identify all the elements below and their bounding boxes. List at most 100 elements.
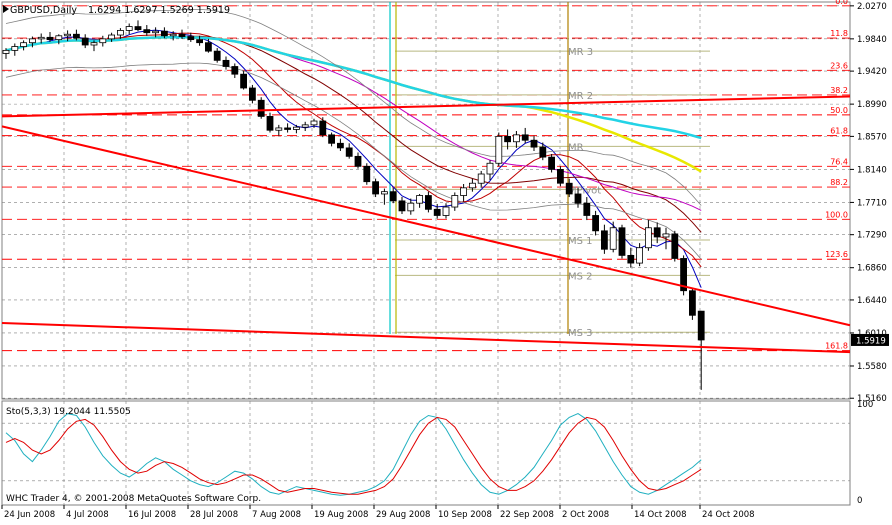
bear-candle — [284, 127, 292, 130]
bull-candle — [301, 124, 309, 128]
bull-candle — [451, 195, 459, 208]
current-price-marker — [851, 333, 889, 346]
fib-level-label: 61.8 — [830, 127, 848, 136]
bull-candle — [486, 162, 494, 175]
bear-candle — [328, 134, 336, 144]
bear-candle — [601, 230, 608, 250]
bull-candle — [99, 38, 107, 44]
band-line — [5, 9, 702, 206]
bear-candle — [73, 33, 80, 39]
bear-candle — [618, 227, 626, 256]
bear-candle — [689, 290, 696, 316]
bull-candle — [310, 120, 318, 126]
price-tick-label: 1.7710 — [857, 198, 887, 208]
fib-level-label: 23.6 — [830, 61, 848, 70]
price-tick-label: 1.9840 — [857, 35, 887, 45]
bull-candle — [275, 127, 283, 131]
trendlines — [1, 95, 851, 354]
pivot-label: MS 3 — [568, 328, 593, 339]
bear-candle — [557, 169, 564, 184]
bear-candle — [213, 50, 221, 61]
fib-level-label: 11.8 — [830, 29, 848, 38]
bear-candle — [266, 116, 274, 131]
price-tick-label: 1.5160 — [857, 394, 887, 404]
fib-level-label: 38.2 — [830, 86, 848, 95]
bull-candle — [468, 182, 476, 189]
price-tick-label: 1.9420 — [857, 67, 887, 77]
bull-candle — [407, 202, 415, 212]
bull-candle — [20, 42, 28, 47]
price-tick-label: 1.6440 — [857, 296, 887, 306]
fib-level-label: 88.2 — [830, 178, 848, 187]
bear-candle — [204, 42, 212, 52]
time-tick-label: 4 Jul 2008 — [66, 510, 109, 520]
time-tick-label: 19 Aug 2008 — [314, 510, 368, 520]
time-tick-label: 24 Jun 2008 — [4, 510, 55, 520]
bull-candle — [125, 26, 133, 31]
bull-candle — [37, 36, 45, 40]
time-tick-label: 16 Jul 2008 — [128, 510, 176, 520]
bear-candle — [680, 258, 687, 292]
trendline — [1, 321, 851, 354]
time-axis: 24 Jun 2008 4 Jul 2008 16 Jul 2008 28 Jul 2… — [1, 505, 755, 520]
ma-line — [5, 35, 702, 140]
bull-candle — [460, 187, 468, 196]
bull-candle — [90, 42, 98, 46]
bear-candle — [354, 155, 362, 167]
bull-candle — [513, 134, 520, 143]
bear-candle — [363, 165, 371, 183]
time-tick-label: 29 Aug 2008 — [376, 510, 430, 520]
bull-candle — [495, 135, 503, 164]
price-tick-label: 1.7290 — [857, 231, 887, 241]
current-price-label: 1.5919 — [856, 336, 886, 346]
bear-candle — [160, 30, 168, 37]
bull-candle — [477, 173, 485, 184]
bear-candle — [143, 29, 151, 34]
time-tick-label: 7 Aug 2008 — [252, 510, 301, 520]
bull-candle — [55, 35, 63, 41]
price-axis: 2.0270 1.9840 1.9420 1.8990 1.8570 1.8140 1.77… — [850, 2, 889, 404]
bear-candle — [653, 227, 661, 238]
bear-candle — [574, 193, 582, 204]
fib-level-label: 123.6 — [825, 250, 848, 259]
bull-candle — [442, 206, 450, 216]
bear-candle — [565, 182, 573, 195]
bull-candle — [645, 227, 652, 249]
ohlc-values: 1.6294 1.6297 1.5269 1.5919 — [88, 5, 230, 16]
price-tick-label: 1.8990 — [857, 100, 887, 110]
bear-candle — [257, 99, 265, 117]
bear-candle — [187, 36, 195, 41]
bear-candle — [345, 147, 353, 157]
bull-candle — [292, 126, 300, 130]
fib-level-label: 76.4 — [830, 157, 848, 166]
bull-candle — [380, 191, 388, 195]
candlesticks — [2, 20, 705, 390]
bull-candle — [169, 33, 177, 37]
time-tick-label: 28 Jul 2008 — [190, 510, 238, 520]
bear-candle — [398, 200, 406, 212]
time-tick-label: 22 Sep 2008 — [500, 510, 554, 520]
time-tick-label: 24 Oct 2008 — [702, 510, 755, 520]
pivot-label: MR — [568, 142, 584, 153]
price-tick-label: 1.8570 — [857, 132, 887, 142]
bull-candle — [2, 49, 10, 54]
bear-candle — [46, 36, 54, 41]
bear-candle — [248, 87, 256, 101]
bear-candle — [389, 191, 397, 202]
bear-candle — [504, 135, 512, 143]
price-tick-label: 1.6860 — [857, 264, 887, 274]
bear-candle — [319, 120, 327, 136]
bull-candle — [662, 233, 670, 238]
pivot-label: MS 2 — [568, 271, 593, 282]
bull-candle — [117, 30, 124, 36]
bear-candle — [671, 233, 679, 259]
bull-candle — [28, 38, 36, 44]
stochastic-pane-border — [1, 400, 851, 506]
bull-candle — [152, 30, 160, 34]
fib-level-label: 0.0 — [835, 0, 848, 6]
bear-candle — [240, 73, 248, 89]
trendline — [1, 95, 851, 118]
bear-candle — [539, 146, 547, 158]
